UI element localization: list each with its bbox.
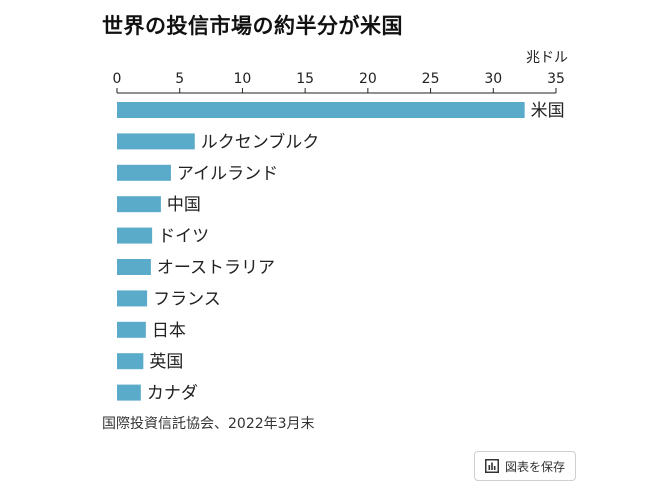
x-tick-label: 35 (547, 71, 565, 87)
x-tick-label: 5 (175, 71, 184, 87)
save-chart-button[interactable]: 図表を保存 (474, 451, 576, 481)
save-button-label: 図表を保存 (504, 459, 565, 474)
bar-chart: 兆ドル 0 5 10 15 20 25 30 35 米国ルクセンブルクアイルランド中国ドイツオース… (113, 50, 568, 404)
bar (117, 321, 146, 338)
bar (117, 259, 151, 275)
bar (117, 102, 525, 118)
category-label: フランス (153, 289, 221, 309)
bar (117, 196, 161, 213)
category-label: 英国 (149, 352, 183, 372)
category-label: 日本 (152, 321, 186, 341)
x-tick-label: 20 (359, 71, 377, 87)
x-tick-label: 25 (422, 71, 440, 87)
source-note: 国際投資信託協会、2022年3月末 (102, 416, 315, 432)
x-tick-label: 0 (113, 71, 122, 87)
category-label: カナダ (147, 384, 198, 404)
chart-title: 世界の投信市場の約半分が米国 (102, 14, 403, 38)
x-tick-label: 15 (296, 71, 314, 87)
category-label: ドイツ (158, 227, 209, 247)
category-label: アイルランド (177, 164, 278, 184)
unit-label: 兆ドル (526, 50, 568, 66)
x-tick-label: 30 (484, 71, 502, 87)
bar (117, 133, 195, 150)
category-label: オーストラリア (157, 258, 275, 278)
bar (117, 227, 153, 244)
bar (117, 164, 171, 181)
category-label: 米国 (531, 101, 565, 121)
bar (117, 290, 148, 307)
bar (117, 353, 144, 370)
bar (117, 384, 141, 401)
bar-chart-icon (484, 459, 499, 473)
category-label: ルクセンブルク (201, 131, 320, 152)
category-label: 中国 (167, 195, 201, 215)
x-tick-label: 10 (234, 71, 252, 87)
